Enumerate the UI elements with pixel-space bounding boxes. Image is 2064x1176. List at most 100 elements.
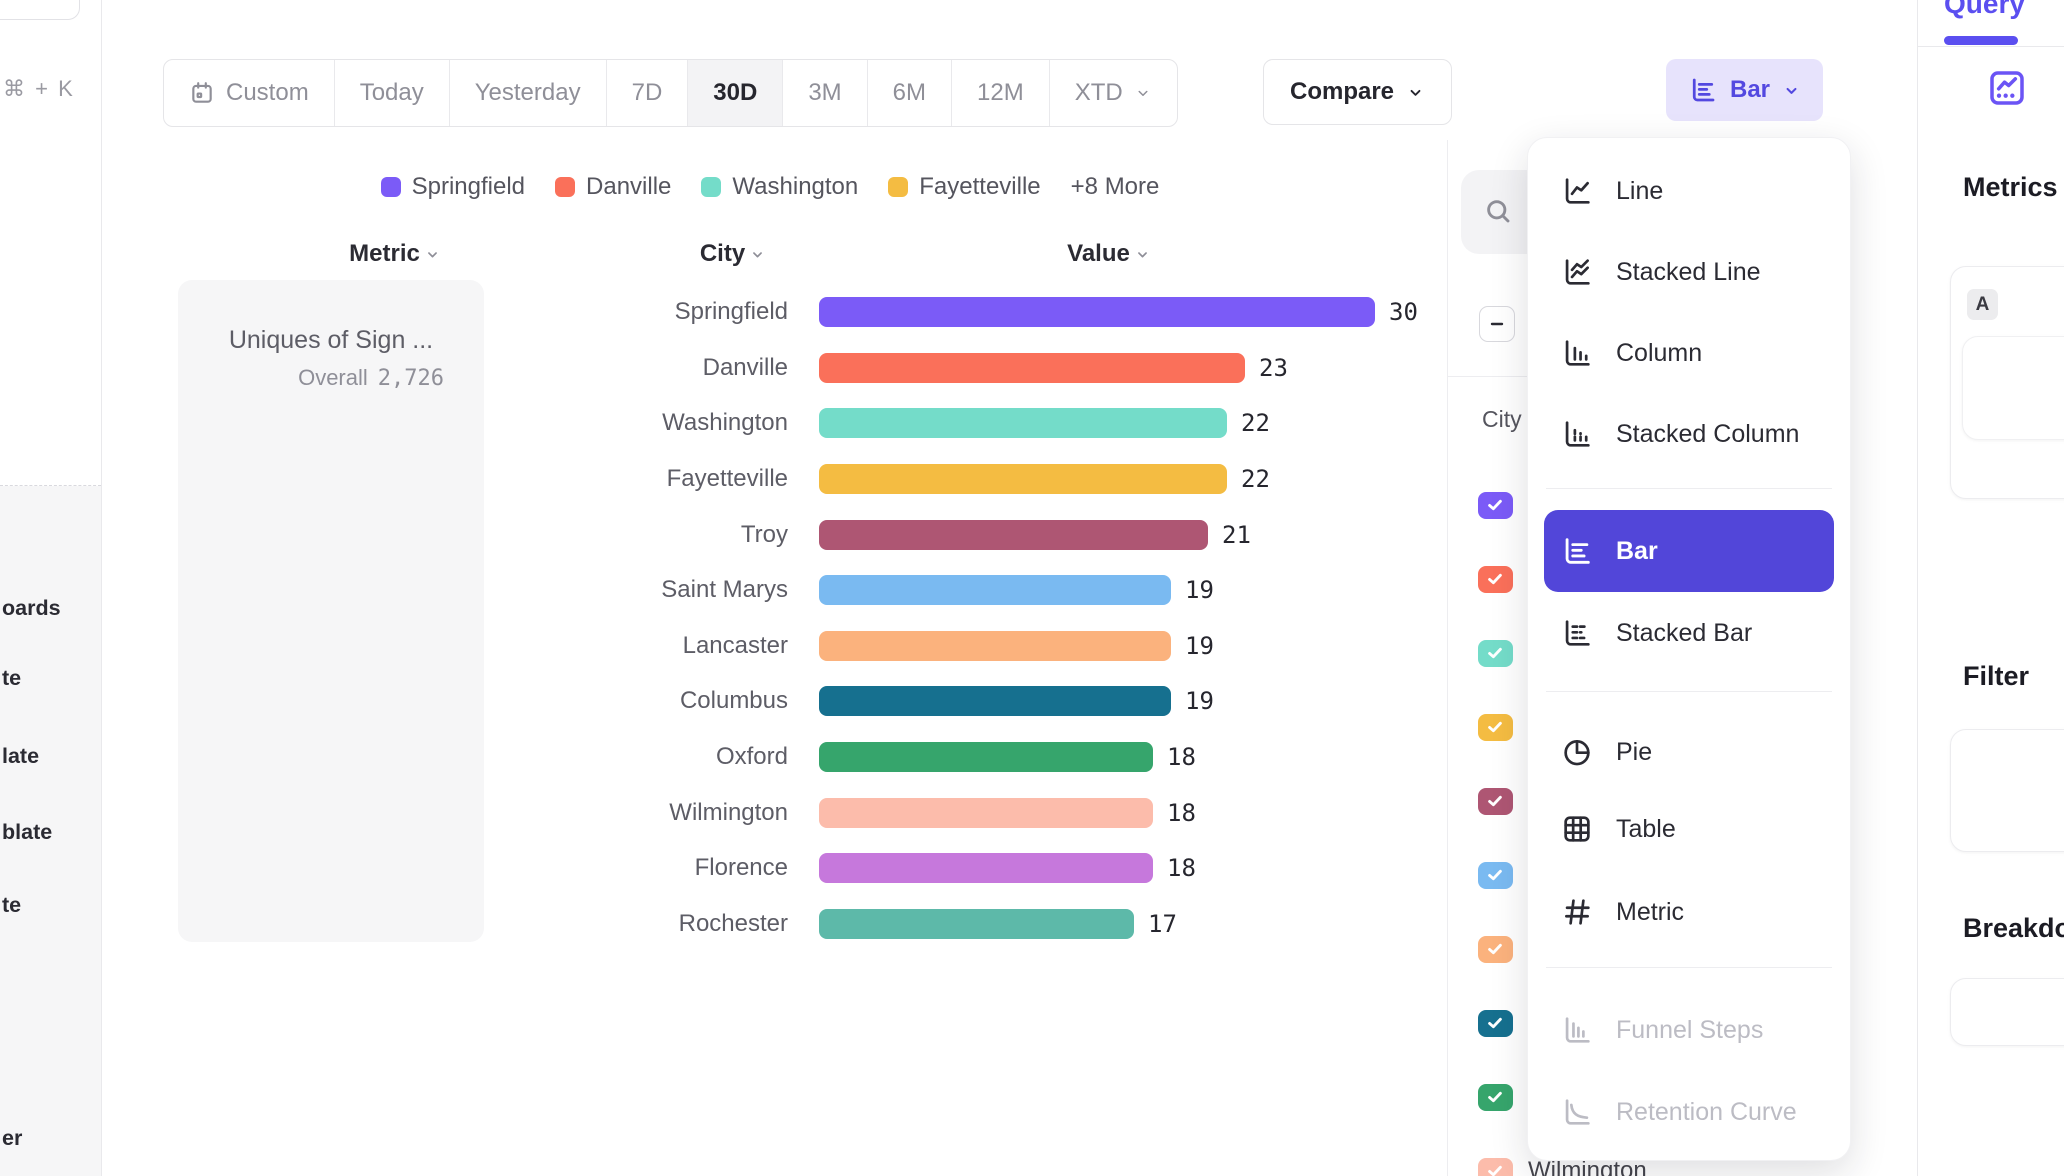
- menu-item-line[interactable]: Line: [1528, 167, 1850, 215]
- chart-preview-icon[interactable]: [1987, 68, 2027, 108]
- metric-hash-icon: [1565, 899, 1590, 925]
- sidebar-item[interactable]: er: [2, 1126, 23, 1150]
- bar-value: 19: [1185, 687, 1214, 716]
- check-icon: [1488, 721, 1502, 732]
- global-search-box[interactable]: [0, 0, 80, 20]
- bar-oxford[interactable]: [819, 742, 1153, 773]
- checkbox-springfield[interactable]: [1478, 491, 1513, 519]
- tab-query[interactable]: Query: [1944, 0, 2025, 19]
- legend-more[interactable]: +8 More: [1070, 173, 1160, 200]
- checkbox-fayetteville[interactable]: [1478, 713, 1513, 741]
- filter-card[interactable]: [1950, 729, 2064, 852]
- date-range-30d[interactable]: 30D: [687, 60, 783, 126]
- bar-springfield[interactable]: [819, 297, 1375, 327]
- date-range-xtd[interactable]: XTD: [1048, 60, 1177, 126]
- check-icon: [1488, 1091, 1502, 1102]
- column-header-value[interactable]: Value: [1009, 239, 1209, 269]
- checkbox-washington[interactable]: [1478, 639, 1513, 667]
- column-header-metric[interactable]: Metric: [295, 239, 495, 269]
- date-range-3m[interactable]: 3M: [782, 60, 866, 126]
- metric-overall-label: Overall: [298, 365, 368, 390]
- metric-card[interactable]: Uniques of Sign ... Overall 2,726: [178, 280, 484, 942]
- breakdown-card[interactable]: [1950, 978, 2064, 1046]
- event-subcard[interactable]: [1962, 336, 2064, 440]
- bar-row-label: Saint Marys: [661, 576, 788, 604]
- date-range-custom[interactable]: Custom: [164, 60, 334, 126]
- checkbox-lancaster[interactable]: [1478, 935, 1513, 963]
- column-chart-icon: [1565, 340, 1590, 366]
- bar-troy[interactable]: [819, 519, 1208, 550]
- sidebar-item[interactable]: oards: [2, 596, 61, 620]
- checkbox-columbus[interactable]: [1478, 1009, 1513, 1037]
- check-icon: [1488, 795, 1502, 806]
- checkbox-saint-marys[interactable]: [1478, 861, 1513, 889]
- stacked-bar-icon: [1565, 620, 1590, 646]
- menu-item-column[interactable]: Column: [1528, 329, 1850, 377]
- bar-row-label: Danville: [702, 353, 788, 381]
- bar-value: 23: [1259, 353, 1288, 382]
- select-all-checkbox[interactable]: [1479, 306, 1515, 342]
- bar-lancaster[interactable]: [819, 630, 1171, 661]
- bar-wilmington[interactable]: [819, 797, 1153, 828]
- legend-item[interactable]: Danville: [555, 173, 671, 201]
- menu-item-stacked-line[interactable]: Stacked Line: [1528, 248, 1850, 296]
- legend-item[interactable]: Washington: [701, 173, 858, 201]
- checkbox-danville[interactable]: [1478, 565, 1513, 593]
- bar-columbus[interactable]: [819, 686, 1171, 717]
- menu-item-label: Line: [1616, 176, 1664, 205]
- sidebar-item[interactable]: te: [2, 666, 22, 690]
- checkbox-wilmington[interactable]: [1478, 1157, 1513, 1176]
- menu-item-metric[interactable]: Metric: [1528, 888, 1850, 936]
- date-range-yesterday[interactable]: Yesterday: [448, 60, 606, 126]
- menu-divider: [1546, 691, 1832, 692]
- bar-value: 22: [1241, 464, 1270, 493]
- menu-item-pie[interactable]: Pie: [1528, 728, 1850, 776]
- stacked-column-icon: [1565, 421, 1590, 447]
- breakdown-group-label: City: [1482, 406, 1522, 432]
- bar-saint-marys[interactable]: [819, 575, 1171, 606]
- pie-chart-icon: [1564, 740, 1590, 766]
- menu-item-table[interactable]: Table: [1528, 805, 1850, 853]
- left-sidebar: ⌘ + K oards te late blate te er: [0, 0, 102, 1176]
- checkbox-label: Wilmington: [1528, 1157, 1647, 1176]
- filter-heading: Filter: [1963, 661, 2030, 691]
- legend-item[interactable]: Springfield: [380, 173, 525, 201]
- date-range-today[interactable]: Today: [333, 60, 449, 126]
- sidebar-item[interactable]: blate: [2, 820, 53, 844]
- compare-button[interactable]: Compare: [1263, 59, 1453, 125]
- sidebar-item[interactable]: late: [2, 744, 40, 768]
- date-range-label: 6M: [892, 79, 926, 106]
- bar-washington[interactable]: [819, 408, 1227, 439]
- column-header-city[interactable]: City: [633, 239, 833, 269]
- column-header-city-label: City: [699, 240, 746, 267]
- sidebar-item[interactable]: te: [2, 893, 22, 917]
- date-range-label: 3M: [808, 79, 842, 106]
- bar-rochester[interactable]: [819, 909, 1134, 940]
- menu-item-bar[interactable]: Bar: [1544, 510, 1834, 592]
- legend-item[interactable]: Fayetteville: [888, 173, 1041, 201]
- menu-item-stacked-column[interactable]: Stacked Column: [1528, 410, 1850, 458]
- calendar-icon: [192, 82, 212, 103]
- breakdown-heading: Breakdo: [1963, 913, 2064, 943]
- check-icon: [1488, 1165, 1502, 1176]
- bar-value: 18: [1167, 854, 1196, 883]
- date-range-7d[interactable]: 7D: [605, 60, 688, 126]
- stacked-line-icon: [1565, 259, 1590, 285]
- chart-type-button[interactable]: Bar: [1666, 59, 1824, 121]
- menu-item-label: Retention Curve: [1616, 1097, 1797, 1126]
- date-range-label: XTD: [1074, 79, 1123, 106]
- menu-item-label: Funnel Steps: [1616, 1015, 1764, 1044]
- bar-fayetteville[interactable]: [819, 463, 1227, 494]
- date-range-6m[interactable]: 6M: [866, 60, 951, 126]
- menu-divider: [1546, 967, 1832, 968]
- menu-item-stacked-bar[interactable]: Stacked Bar: [1528, 609, 1850, 657]
- chevron-down-icon: [1410, 90, 1421, 96]
- bar-row-label: Wilmington: [669, 798, 788, 826]
- checkbox-oxford[interactable]: [1478, 1083, 1513, 1111]
- bar-florence[interactable]: [819, 853, 1153, 884]
- bar-danville[interactable]: [819, 352, 1245, 383]
- date-range-12m[interactable]: 12M: [951, 60, 1049, 126]
- breakdown-divider: [1447, 376, 1549, 377]
- checkbox-troy[interactable]: [1478, 787, 1513, 815]
